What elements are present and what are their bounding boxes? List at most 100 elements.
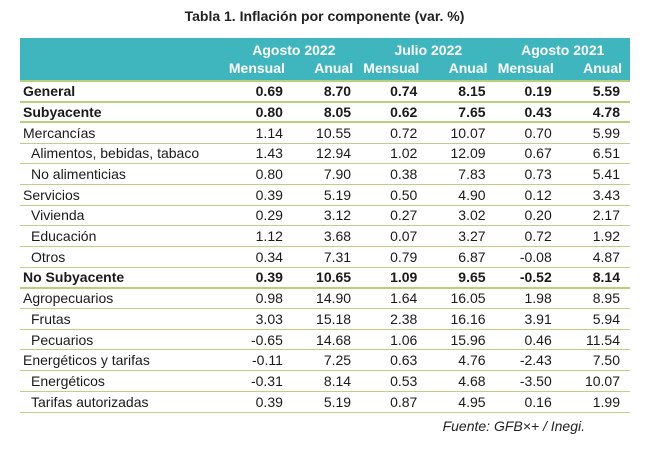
cell-anual: 16.05 <box>450 290 486 307</box>
cell-anual: 3.68 <box>323 228 352 245</box>
cell-anual: 8.95 <box>592 290 620 307</box>
table-row: General 0.69 8.70 0.74 8.15 0.19 5.59 <box>20 81 630 102</box>
cell-anual: 14.90 <box>316 290 352 307</box>
cell-anual: 8.14 <box>592 269 620 286</box>
row-label: Agropecuarios <box>23 290 114 307</box>
cell-mensual: 1.43 <box>255 145 283 162</box>
cell-mensual: 0.79 <box>390 248 418 265</box>
header-mensual: Mensual <box>363 60 420 76</box>
header-corner <box>20 38 227 60</box>
table-title: Tabla 1. Inflación por componente (var. … <box>184 8 465 24</box>
cell-anual: 5.94 <box>592 310 620 327</box>
header-period: Agosto 2022 <box>252 42 336 58</box>
cell-anual: 4.95 <box>458 393 486 410</box>
cell-mensual: 0.34 <box>255 248 283 265</box>
cell-mensual: -0.08 <box>519 248 552 265</box>
cell-anual: 8.05 <box>323 104 352 121</box>
cell-mensual: 0.39 <box>255 393 283 410</box>
source-note: Fuente: GFB×+ / Inegi. <box>442 418 585 434</box>
cell-mensual: 1.14 <box>255 124 283 141</box>
table-row: Energéticos y tarifas -0.11 7.25 0.63 4.76 -2… <box>20 350 630 371</box>
row-label: Mercancías <box>23 124 96 141</box>
cell-anual: 6.87 <box>458 248 486 265</box>
cell-mensual: 0.80 <box>255 104 283 121</box>
row-label: Otros <box>31 248 66 265</box>
row-label: Energéticos y tarifas <box>23 352 150 369</box>
cell-anual: 4.87 <box>592 248 620 265</box>
cell-anual: 6.51 <box>592 145 620 162</box>
table-row: Agropecuarios 0.98 14.90 1.64 16.05 1.98 8.95 <box>20 288 630 309</box>
cell-mensual: 0.70 <box>524 124 552 141</box>
cell-mensual: 0.63 <box>390 352 418 369</box>
table-row: Frutas 3.03 15.18 2.38 16.16 3.91 5.94 <box>20 309 630 330</box>
row-label: No alimenticias <box>31 166 126 183</box>
cell-mensual: 0.69 <box>255 83 283 100</box>
cell-mensual: 0.39 <box>255 269 283 286</box>
cell-anual: 5.41 <box>592 166 620 183</box>
header-corner <box>20 60 227 81</box>
cell-mensual: 1.64 <box>390 290 418 307</box>
inflation-table: Agosto 2022 Julio 2022 Agosto 2021 Mensu… <box>20 38 630 413</box>
cell-mensual: 1.98 <box>524 290 552 307</box>
row-label: General <box>23 83 76 100</box>
table-row: Alimentos, bebidas, tabaco 1.43 12.94 1.02 1… <box>20 143 630 164</box>
cell-anual: 12.94 <box>316 145 352 162</box>
header-period-row: Agosto 2022 Julio 2022 Agosto 2021 <box>20 38 630 60</box>
header-mensual: Mensual <box>497 60 554 76</box>
cell-mensual: 0.72 <box>390 124 418 141</box>
header-period: Agosto 2021 <box>521 42 605 58</box>
cell-anual: 15.18 <box>316 310 352 327</box>
cell-anual: 12.09 <box>450 145 486 162</box>
cell-anual: 3.43 <box>592 186 620 203</box>
cell-mensual: 1.06 <box>390 331 418 348</box>
table-row: Energéticos -0.31 8.14 0.53 4.68 -3.50 10.07 <box>20 371 630 392</box>
cell-mensual: 0.29 <box>255 207 283 224</box>
header-mensual: Mensual <box>228 60 285 76</box>
cell-mensual: 2.38 <box>390 310 418 327</box>
cell-anual: 14.68 <box>316 331 352 348</box>
cell-mensual: -0.52 <box>519 269 552 286</box>
header-anual: Anual <box>583 60 622 76</box>
cell-anual: 3.02 <box>458 207 486 224</box>
table-row: Mercancías 1.14 10.55 0.72 10.07 0.70 5.99 <box>20 122 630 144</box>
header-period: Julio 2022 <box>394 42 463 58</box>
cell-mensual: 0.46 <box>524 331 552 348</box>
cell-anual: 10.55 <box>316 124 352 141</box>
cell-mensual: 0.39 <box>255 186 283 203</box>
cell-anual: 7.90 <box>323 166 352 183</box>
cell-mensual: 0.87 <box>390 393 418 410</box>
cell-anual: 9.65 <box>458 269 486 286</box>
cell-anual: 10.07 <box>450 124 486 141</box>
cell-mensual: 3.03 <box>255 310 283 327</box>
table-row: Subyacente 0.80 8.05 0.62 7.65 0.43 4.78 <box>20 102 630 123</box>
table-row: No Subyacente 0.39 10.65 1.09 9.65 -0.52 8.14 <box>20 267 630 288</box>
cell-anual: 8.15 <box>458 83 486 100</box>
table-row: Tarifas autorizadas 0.39 5.19 0.87 4.95 0.16 1… <box>20 391 630 412</box>
cell-mensual: -0.11 <box>252 352 283 369</box>
row-label: Educación <box>31 228 97 245</box>
cell-anual: 10.07 <box>584 372 620 389</box>
row-label: Alimentos, bebidas, tabaco <box>31 145 200 162</box>
cell-anual: 8.14 <box>323 372 352 389</box>
cell-anual: 11.54 <box>586 331 620 348</box>
cell-anual: 5.59 <box>592 83 620 100</box>
cell-mensual: 0.27 <box>390 207 418 224</box>
row-label: Frutas <box>31 310 71 327</box>
row-label: Energéticos <box>31 372 105 389</box>
cell-mensual: 0.16 <box>524 393 552 410</box>
cell-mensual: 0.73 <box>524 166 552 183</box>
cell-anual: 3.27 <box>458 228 486 245</box>
cell-mensual: 0.80 <box>255 166 283 183</box>
cell-mensual: -0.31 <box>250 372 283 389</box>
cell-anual: 5.19 <box>323 393 352 410</box>
row-label: Servicios <box>23 186 80 203</box>
cell-anual: 3.12 <box>323 207 352 224</box>
table-row: Pecuarios -0.65 14.68 1.06 15.96 0.46 11.54 <box>20 329 630 350</box>
cell-anual: 8.70 <box>323 83 352 100</box>
table-row: Otros 0.34 7.31 0.79 6.87 -0.08 4.87 <box>20 247 630 268</box>
cell-anual: 7.50 <box>592 352 620 369</box>
cell-mensual: 0.98 <box>255 290 283 307</box>
cell-anual: 7.83 <box>458 166 486 183</box>
cell-mensual: 1.12 <box>255 228 283 245</box>
cell-anual: 4.76 <box>458 352 486 369</box>
